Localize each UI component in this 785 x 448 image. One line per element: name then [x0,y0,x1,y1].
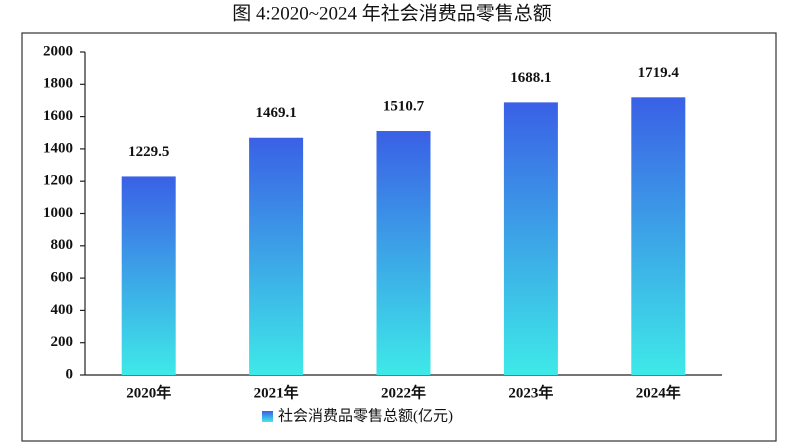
x-tick-label: 2020年 [126,383,171,401]
y-tick-label: 1800 [43,76,73,92]
x-tick-label: 2021年 [254,383,299,401]
legend-swatch [262,411,273,422]
data-label: 1469.1 [255,105,296,121]
bar [376,131,431,375]
x-tick-label: 2022年 [381,383,426,401]
y-tick-label: 1600 [43,108,73,124]
y-tick-label: 0 [66,366,74,382]
bar [503,102,558,375]
data-label: 1719.4 [638,65,680,81]
y-tick-label: 1200 [43,173,73,189]
data-label: 1229.5 [128,144,169,160]
chart-title: 图 4:2020~2024 年社会消费品零售总额 [232,2,552,24]
y-tick-label: 400 [51,302,74,318]
bar [249,137,304,375]
data-label: 1510.7 [383,98,425,114]
bar [121,176,176,375]
y-tick-label: 600 [51,270,74,286]
y-tick-label: 800 [51,237,74,253]
y-tick-label: 1000 [43,205,73,221]
x-tick-label: 2023年 [508,383,553,401]
legend-text: 社会消费品零售总额(亿元) [278,407,453,424]
y-tick-label: 200 [51,334,74,350]
bar [631,97,686,376]
x-tick-label: 2024年 [636,383,681,401]
y-tick-label: 1400 [43,140,73,156]
data-label: 1688.1 [510,70,551,86]
chart-frame [21,32,777,442]
y-tick-label: 2000 [43,43,73,59]
